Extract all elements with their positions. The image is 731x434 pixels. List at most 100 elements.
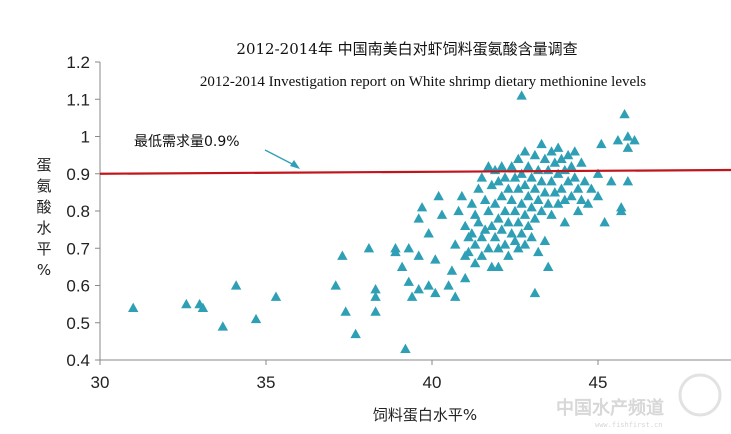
data-point: [586, 183, 597, 193]
y-axis-label-char: 氨: [36, 177, 51, 195]
data-point: [559, 216, 570, 227]
data-point: [546, 146, 557, 156]
data-point: [496, 224, 507, 234]
data-point: [526, 172, 537, 182]
data-point: [533, 246, 544, 257]
data-point: [566, 161, 577, 171]
data-point: [569, 172, 580, 182]
data-point: [390, 246, 401, 257]
data-point: [503, 250, 514, 260]
data-point: [513, 183, 524, 193]
data-point: [460, 220, 471, 231]
chart-title: 2012-2014年 中国南美白对虾饲料蛋氨酸含量调查: [236, 40, 577, 58]
data-point: [546, 176, 557, 186]
data-point: [516, 198, 527, 208]
x-axis-label: 饲料蛋白水平%: [373, 406, 477, 424]
data-point: [559, 194, 570, 204]
data-point: [413, 250, 424, 260]
y-tick-label: 0.4: [66, 351, 90, 370]
data-point: [493, 243, 504, 253]
data-point: [552, 168, 564, 178]
data-point: [406, 291, 418, 301]
data-point: [466, 198, 478, 208]
data-point: [473, 183, 484, 193]
data-point: [493, 261, 504, 272]
data-point: [543, 198, 554, 208]
reference-annotation: 最低需求量0.9%: [134, 134, 240, 150]
data-point: [622, 142, 634, 152]
data-point: [539, 153, 551, 164]
data-point: [230, 280, 242, 290]
data-point: [533, 164, 544, 175]
data-point: [506, 161, 517, 171]
x-tick-label: 30: [91, 373, 110, 392]
data-point: [569, 146, 580, 156]
data-point: [486, 261, 497, 272]
data-point: [476, 250, 487, 260]
data-point: [446, 265, 458, 275]
annotation-arrowhead: [290, 160, 300, 169]
data-point: [503, 183, 514, 193]
y-axis-label-char: 平: [36, 240, 51, 258]
watermark: 中国水产频道 www.fishfirst.cn: [556, 373, 722, 429]
data-point: [499, 239, 511, 249]
data-point: [436, 209, 448, 219]
data-point: [403, 243, 414, 253]
data-point: [516, 168, 527, 178]
data-point: [562, 176, 574, 186]
data-point: [403, 276, 414, 286]
data-point: [523, 220, 534, 231]
data-point: [622, 176, 634, 186]
data-point: [612, 135, 624, 145]
data-point: [533, 194, 544, 204]
data-point: [506, 228, 517, 238]
data-point: [430, 287, 441, 298]
reference-line-0.9: [99, 168, 731, 175]
data-point: [549, 187, 561, 197]
data-point: [509, 205, 521, 216]
data-point: [556, 183, 567, 193]
data-point: [496, 190, 507, 201]
data-point: [330, 280, 341, 290]
data-point: [519, 179, 531, 190]
data-point: [479, 194, 491, 204]
data-point: [562, 149, 574, 160]
data-point: [546, 209, 557, 219]
data-point: [493, 176, 504, 186]
data-point: [529, 183, 541, 193]
x-tick-label: 35: [257, 373, 276, 392]
data-point: [519, 239, 531, 249]
y-tick-label: 0.5: [66, 314, 90, 333]
data-point: [539, 235, 551, 245]
data-point: [340, 306, 351, 316]
data-point: [460, 272, 471, 283]
y-axis-label-char: 酸: [36, 198, 51, 216]
data-point: [549, 157, 561, 167]
data-point: [519, 146, 531, 156]
data-point: [466, 228, 478, 238]
data-point: [576, 194, 587, 204]
data-point: [370, 291, 381, 301]
data-point: [337, 250, 348, 260]
data-point: [469, 209, 481, 219]
data-point: [616, 205, 627, 216]
data-point: [423, 280, 434, 290]
data-point: [566, 190, 577, 201]
data-point: [592, 168, 604, 178]
data-point: [536, 205, 547, 216]
y-axis-label-char: 水: [36, 219, 51, 237]
data-point: [552, 198, 564, 208]
data-points: [128, 90, 640, 353]
y-tick-label: 0.8: [66, 202, 90, 221]
data-point: [483, 243, 494, 253]
data-point: [619, 108, 630, 119]
data-point: [473, 216, 484, 227]
data-point: [197, 302, 209, 313]
data-point: [576, 157, 587, 167]
y-tick-label: 0.7: [66, 239, 90, 258]
data-point: [181, 298, 192, 309]
y-tick-label: 0.9: [66, 165, 90, 184]
data-point: [529, 287, 541, 298]
data-point: [483, 205, 494, 216]
